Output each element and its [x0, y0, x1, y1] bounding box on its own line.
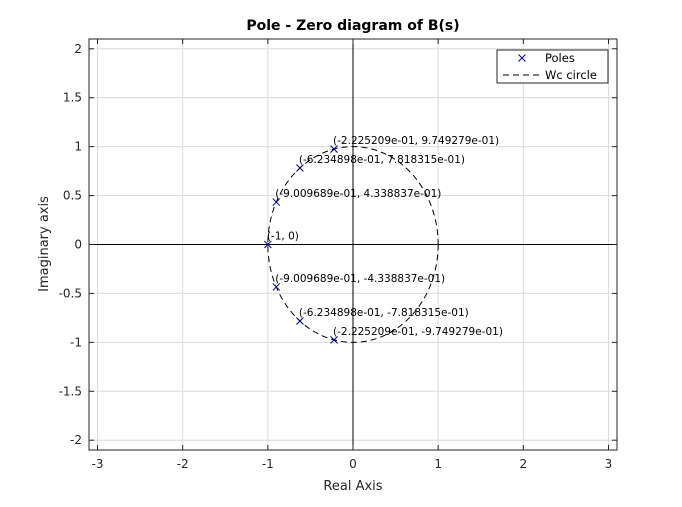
x-axis-label: Real Axis [323, 479, 382, 494]
y-axis-label: Imaginary axis [37, 196, 52, 292]
x-tick-label: -1 [262, 457, 274, 471]
x-tick-label: -2 [177, 457, 189, 471]
pole-marker [296, 164, 304, 172]
y-tick-label: 1.5 [63, 91, 82, 105]
pole-annotation: (-2.225209e-01, -9.749279e-01) [333, 326, 503, 338]
zero-axes [89, 39, 617, 450]
pole-annotation: (-6.234898e-01, 7.818315e-01) [299, 154, 465, 166]
pole-marker [330, 336, 338, 344]
pole-marker [330, 145, 338, 153]
pole-marker-stroke [330, 336, 338, 344]
chart-title: Pole - Zero diagram of B(s) [246, 18, 459, 34]
pole-marker-stroke [272, 198, 281, 206]
legend: Poles Wc circle [496, 49, 609, 84]
legend-poles-marker [518, 54, 526, 62]
pole-annotation: (-6.234898e-01, -7.818315e-01) [299, 307, 469, 319]
pole-marker-stroke [263, 240, 272, 249]
poles-series [263, 145, 338, 344]
y-tick-label: 1 [74, 140, 82, 154]
pole-annotation: (-1, 0) [267, 231, 299, 243]
y-tick-label: -1 [70, 335, 82, 349]
x-tick-label: 1 [434, 457, 442, 471]
legend-poles-label: Poles [545, 51, 575, 65]
y-tick-label: -2 [70, 433, 82, 447]
pole-marker-stroke [296, 164, 304, 172]
pole-marker [296, 317, 304, 325]
y-tick-label: 0.5 [63, 189, 82, 203]
legend-box [496, 49, 609, 84]
pole-marker [272, 198, 281, 206]
wc-circle-path [267, 146, 439, 343]
x-tick-label: 3 [605, 457, 613, 471]
pole-marker-stroke [296, 317, 304, 325]
pole-marker [263, 240, 272, 249]
pole-annotations: (-2.225209e-01, 9.749279e-01) (-6.234898e… [267, 135, 503, 338]
y-tick-label: -0.5 [59, 286, 82, 300]
wc-circle [267, 146, 439, 343]
pole-marker [272, 283, 281, 291]
pole-annotation: (-9.009689e-01, 4.338837e-01) [275, 188, 441, 200]
pole-annotation: (-9.009689e-01, -4.338837e-01) [275, 273, 445, 285]
pole-annotation: (-2.225209e-01, 9.749279e-01) [333, 135, 499, 147]
pole-marker-stroke [330, 145, 338, 153]
legend-circle-label: Wc circle [545, 68, 597, 82]
y-tick-label: -1.5 [59, 384, 82, 398]
y-axis-ticks: -2 -1.5 -1 -0.5 0 0.5 1 1.5 2 [59, 42, 617, 447]
y-tick-label: 0 [74, 238, 82, 252]
x-tick-label: -3 [92, 457, 104, 471]
pole-marker-stroke [272, 283, 281, 291]
legend-poles-marker-stroke [518, 54, 526, 62]
x-tick-label: 0 [349, 457, 357, 471]
x-tick-label: 2 [520, 457, 528, 471]
x-axis-ticks: -3 -2 -1 0 1 2 3 [92, 39, 613, 471]
y-tick-label: 2 [74, 42, 82, 56]
